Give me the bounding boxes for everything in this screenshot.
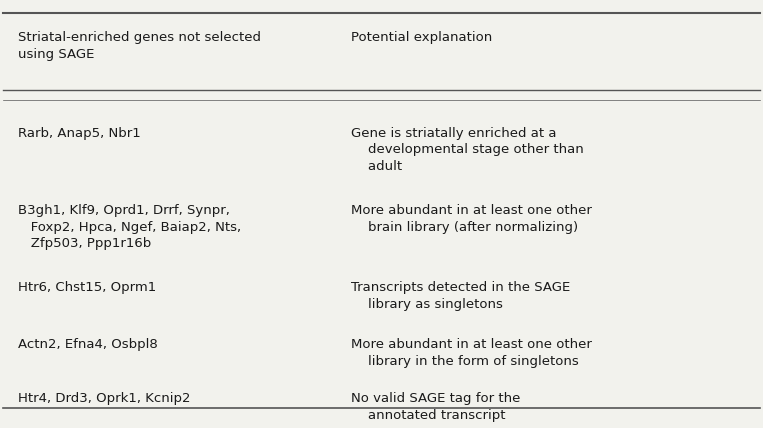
Text: More abundant in at least one other
    brain library (after normalizing): More abundant in at least one other brai… — [351, 204, 592, 234]
Text: Transcripts detected in the SAGE
    library as singletons: Transcripts detected in the SAGE library… — [351, 282, 571, 311]
Text: B3gh1, Klf9, Oprd1, Drrf, Synpr,
   Foxp2, Hpca, Ngef, Baiap2, Nts,
   Zfp503, P: B3gh1, Klf9, Oprd1, Drrf, Synpr, Foxp2, … — [18, 204, 241, 250]
Text: Htr4, Drd3, Oprk1, Kcnip2: Htr4, Drd3, Oprk1, Kcnip2 — [18, 392, 191, 405]
Text: No valid SAGE tag for the
    annotated transcript: No valid SAGE tag for the annotated tran… — [351, 392, 520, 422]
Text: More abundant in at least one other
    library in the form of singletons: More abundant in at least one other libr… — [351, 339, 592, 368]
Text: Striatal-enriched genes not selected
using SAGE: Striatal-enriched genes not selected usi… — [18, 31, 261, 61]
Text: Actn2, Efna4, Osbpl8: Actn2, Efna4, Osbpl8 — [18, 339, 158, 351]
Text: Rarb, Anap5, Nbr1: Rarb, Anap5, Nbr1 — [18, 127, 140, 140]
Text: Potential explanation: Potential explanation — [351, 31, 492, 44]
Text: Gene is striatally enriched at a
    developmental stage other than
    adult: Gene is striatally enriched at a develop… — [351, 127, 584, 173]
Text: Htr6, Chst15, Oprm1: Htr6, Chst15, Oprm1 — [18, 282, 156, 294]
